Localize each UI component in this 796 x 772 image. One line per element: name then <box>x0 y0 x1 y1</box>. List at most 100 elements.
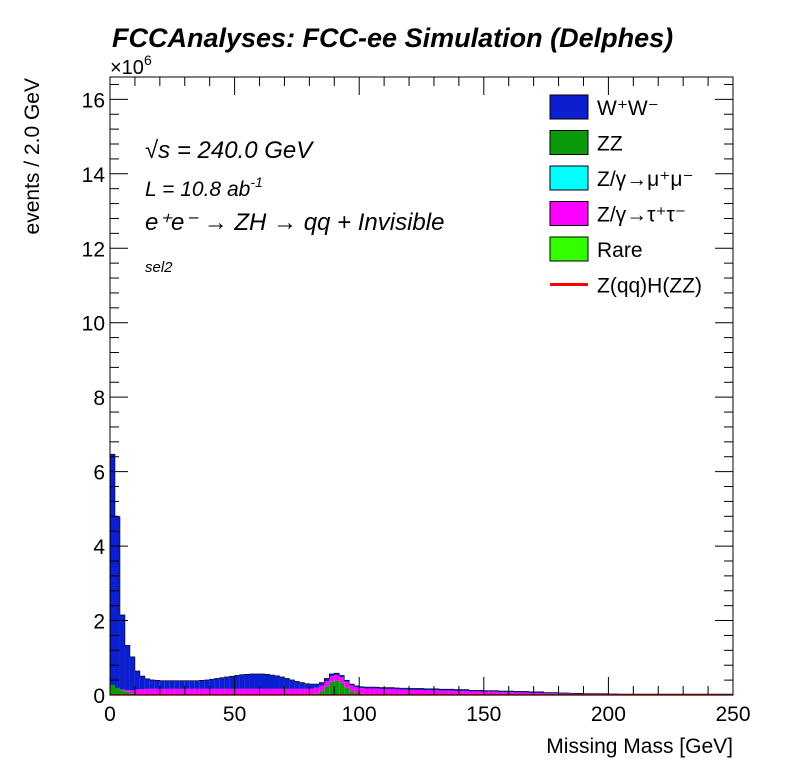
bar <box>204 688 210 695</box>
y-multiplier: ×106 <box>110 52 152 79</box>
bar <box>498 691 504 693</box>
bar <box>329 681 335 695</box>
bar <box>433 690 439 695</box>
x-tick-label: 0 <box>104 703 116 726</box>
bar <box>518 691 524 693</box>
bar <box>503 692 509 695</box>
bar <box>339 675 345 678</box>
bar <box>528 692 534 695</box>
bar <box>478 690 484 692</box>
bar <box>189 688 195 695</box>
selection-label: sel2 <box>145 259 173 276</box>
bar <box>199 680 205 689</box>
x-axis-label: Missing Mass [GeV] <box>546 735 733 758</box>
bar <box>219 688 225 695</box>
bar <box>404 689 410 695</box>
bar <box>578 693 584 695</box>
bar <box>369 688 375 695</box>
x-tick-label: 200 <box>591 703 626 726</box>
bar <box>438 689 444 691</box>
bar <box>374 687 380 689</box>
bar <box>359 686 365 689</box>
legend-label: ZZ <box>597 133 623 156</box>
bar <box>224 688 230 695</box>
bar <box>399 689 405 695</box>
bar <box>473 691 479 695</box>
bar <box>194 688 200 695</box>
bar <box>448 690 454 695</box>
bar <box>314 687 320 694</box>
bar <box>414 688 420 690</box>
bar <box>239 688 245 695</box>
bar <box>264 688 270 695</box>
bar <box>349 685 355 692</box>
bar <box>354 685 360 688</box>
bar <box>129 690 135 694</box>
bar <box>518 692 524 695</box>
bar <box>548 693 554 695</box>
bar <box>219 677 225 689</box>
bar <box>144 678 150 689</box>
bar <box>324 681 330 687</box>
bar <box>164 688 170 695</box>
bar <box>568 693 574 695</box>
bar <box>304 683 310 689</box>
bar <box>428 690 434 695</box>
bar <box>319 691 325 695</box>
bar <box>269 688 275 695</box>
bar <box>274 675 280 689</box>
lumi-label: L = 10.8 ab-1 <box>145 174 263 201</box>
bar <box>443 689 449 691</box>
bar <box>384 687 390 690</box>
bar <box>369 686 375 689</box>
bar <box>154 688 160 695</box>
bar <box>414 689 420 695</box>
bar <box>423 690 429 695</box>
bar <box>144 688 150 695</box>
bar <box>448 689 454 691</box>
bar <box>334 680 340 695</box>
bar <box>214 688 220 695</box>
bar <box>274 688 280 695</box>
bar <box>209 688 215 695</box>
bar <box>174 688 180 695</box>
bar <box>179 688 185 695</box>
bar <box>189 680 195 689</box>
chart-title: FCCAnalyses: FCC-ee Simulation (Delphes) <box>112 23 673 53</box>
bar <box>384 689 390 695</box>
series-4 <box>110 454 733 695</box>
bar <box>488 690 494 692</box>
bar <box>508 692 514 695</box>
bar <box>239 674 245 689</box>
bar <box>538 692 544 695</box>
legend-swatch <box>549 201 589 226</box>
bar <box>294 681 300 689</box>
bar <box>483 691 489 695</box>
legend-label: W⁺W⁻ <box>597 97 659 120</box>
bar <box>563 693 569 695</box>
y-tick-label: 0 <box>93 685 105 708</box>
legend-label: Z(qq)H(ZZ) <box>597 275 702 298</box>
bar <box>423 688 429 691</box>
bar <box>473 690 479 692</box>
bar <box>558 693 564 695</box>
bar <box>389 689 395 695</box>
bar <box>279 676 285 689</box>
bar <box>249 673 255 689</box>
bar <box>259 688 265 695</box>
bar <box>513 692 519 695</box>
bar <box>169 688 175 695</box>
bar <box>169 680 175 689</box>
bar <box>404 688 410 690</box>
bar <box>124 645 130 690</box>
bar <box>483 690 489 692</box>
bar <box>463 691 469 695</box>
bar <box>119 689 125 691</box>
bar <box>344 687 350 695</box>
bar <box>389 687 395 690</box>
bar <box>379 689 385 695</box>
bar <box>394 689 400 695</box>
x-tick-label: 250 <box>715 703 750 726</box>
bar <box>563 692 569 694</box>
